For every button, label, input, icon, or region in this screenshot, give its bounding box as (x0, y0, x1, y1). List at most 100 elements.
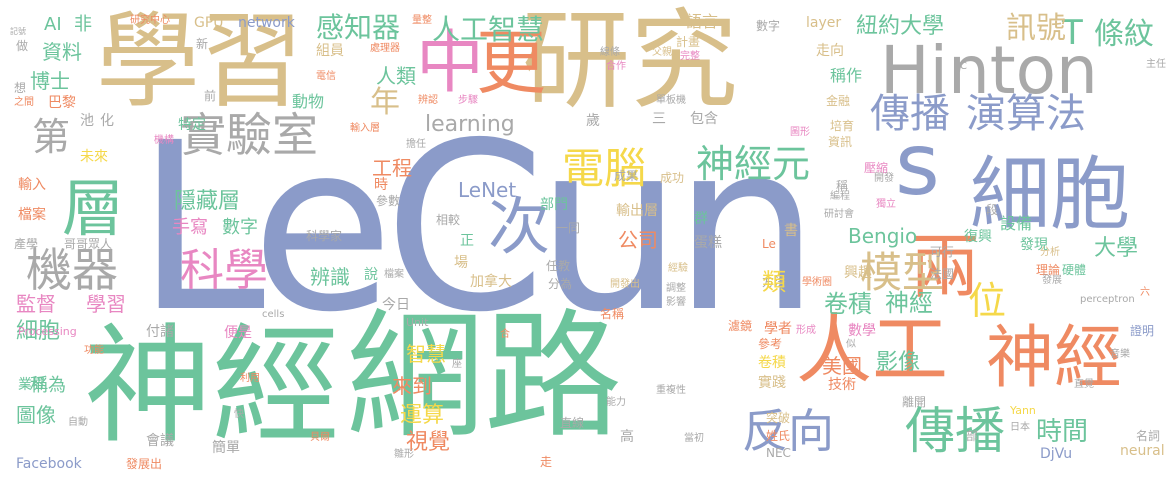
cloud-word: 量整 (412, 15, 432, 26)
cloud-word: 前 (204, 89, 217, 103)
cloud-word: 參考 (758, 337, 783, 351)
cloud-word: 細胞 (970, 148, 1130, 241)
cloud-word: Facebook (16, 456, 82, 472)
cloud-word: GPU (194, 15, 224, 31)
cloud-word: 人工 (796, 305, 948, 394)
cloud-word: 書 (784, 223, 798, 239)
cloud-word: 興趣 (844, 265, 872, 281)
cloud-word: 發展 (1042, 275, 1062, 286)
cloud-word: 部 (966, 429, 979, 443)
cloud-word: 機構 (154, 135, 174, 146)
cloud-word: 反向 (742, 404, 834, 458)
cloud-word: 名詞 (1136, 429, 1161, 443)
cloud-word: 神經元 (696, 142, 811, 186)
cloud-word: 硬體 (1062, 263, 1087, 277)
cloud-word: 離開 (902, 395, 927, 409)
cloud-word: 數字 (222, 217, 258, 238)
cloud-word: 可行 (930, 245, 955, 259)
cloud-word: 技術 (828, 377, 856, 393)
cloud-word: 快 (234, 409, 244, 420)
cloud-word: 傳播 (870, 91, 950, 137)
cloud-word: 座 (452, 359, 462, 370)
cloud-word: 分為 (548, 277, 573, 291)
cloud-word: 直線 (560, 416, 585, 430)
cloud-word: 想 (14, 81, 27, 95)
cloud-word: 金融 (826, 94, 851, 108)
cloud-word: 成果 (614, 169, 639, 183)
cloud-word: 學習 (96, 0, 305, 122)
cloud-word: 感知器 (316, 11, 401, 44)
cloud-word: 人類 (376, 64, 416, 88)
cloud-word: 相較 (436, 213, 461, 227)
cloud-word: 特定 (178, 117, 206, 133)
cloud-word: 記號 (10, 27, 26, 36)
cloud-word: 稱 (836, 179, 849, 193)
cloud-word: 層 (62, 172, 125, 245)
cloud-word: 之間 (14, 97, 34, 108)
cloud-word: 加拿大 (470, 274, 512, 290)
cloud-word: 濾鏡 (728, 319, 753, 333)
cloud-word: 科學家 (306, 229, 343, 243)
cloud-word: learning (425, 112, 515, 137)
cloud-word: 日本 (1010, 422, 1030, 433)
cloud-word: 培育 (830, 119, 855, 133)
cloud-word: 中 (416, 24, 485, 103)
cloud-word: 訊號 (1006, 11, 1066, 46)
cloud-word: 紐約大學 (856, 14, 945, 39)
cloud-word: 學習 (86, 292, 126, 316)
cloud-word: 工程 (372, 156, 412, 180)
cloud-word: 美國 (822, 354, 862, 378)
cloud-word: 眾人 (88, 237, 113, 251)
cloud-word: Le (762, 237, 776, 251)
cloud-word: perceptron (1080, 294, 1135, 305)
cloud-word: 音樂 (1110, 349, 1130, 360)
cloud-word: 輸出層 (616, 203, 658, 219)
cloud-word: 發現 (1020, 237, 1048, 253)
cloud-word: 雛形 (394, 449, 414, 460)
cloud-word: 數學 (848, 323, 876, 339)
cloud-word: 稱作 (830, 66, 863, 85)
cloud-word: 實踐 (758, 375, 786, 391)
cloud-word: 神經 (84, 312, 341, 461)
cloud-word: 辨認 (418, 95, 438, 106)
cloud-word: 圖像 (16, 403, 56, 427)
cloud-word: 開發 (874, 173, 894, 184)
cloud-word: 研究 (522, 0, 739, 124)
cloud-word: neural (1120, 443, 1165, 459)
cloud-word: 智慧 (406, 342, 446, 366)
cloud-word: 未來 (80, 149, 108, 165)
cloud-word: DjVu (1040, 446, 1073, 462)
cloud-word: 貝爾 (310, 432, 330, 443)
cloud-word: 設備 (1000, 214, 1033, 233)
cloud-word: 電信 (316, 71, 336, 82)
cloud-word: 利用 (240, 373, 260, 384)
cloud-word: 視覺 (406, 430, 451, 455)
cloud-word: 調整 (666, 283, 686, 294)
cloud-word: 能力 (606, 397, 626, 408)
cloud-word: 資料 (42, 40, 82, 64)
cloud-word: 動物 (292, 92, 325, 111)
cloud-word: 檔案 (384, 269, 404, 280)
cloud-word: 計畫 (676, 35, 701, 49)
cloud-word: 網路 (346, 296, 623, 457)
cloud-word: 處理器 (370, 43, 400, 54)
cloud-word: 模型 (860, 248, 945, 297)
cloud-word: 當初 (684, 433, 704, 444)
cloud-word: 簡單 (212, 440, 240, 456)
cloud-word: 條紋 (1094, 17, 1154, 52)
cloud-word: s (895, 115, 940, 215)
cloud-word: 主任 (1146, 59, 1166, 70)
cloud-word: LeNet (458, 178, 517, 202)
cloud-word: 父親 (652, 47, 672, 58)
cloud-word: 手寫 (172, 217, 208, 238)
cloud-word: 場 (454, 255, 468, 271)
cloud-word: 理論 (1036, 263, 1061, 277)
cloud-word: 功能 (84, 345, 104, 356)
cloud-word: 類 (762, 268, 786, 296)
cloud-word: 方法 (762, 275, 787, 289)
cloud-word: 走向 (816, 43, 844, 59)
cloud-word: 博士 (30, 69, 70, 93)
cloud-word: 成功 (660, 171, 685, 185)
cloud-word: Yann (1010, 404, 1036, 417)
cloud-word: 段 (986, 203, 999, 217)
